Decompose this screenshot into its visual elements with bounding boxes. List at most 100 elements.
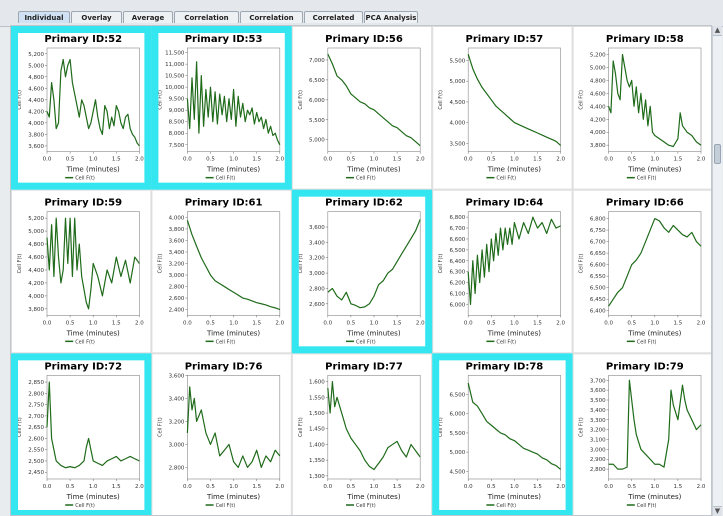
y-axis-label: Cell F(t) xyxy=(298,90,304,110)
y-tick-label: 3,400 xyxy=(169,250,185,256)
y-tick-label: 11,000 xyxy=(165,62,185,68)
legend-label: Cell F(t) xyxy=(216,339,236,345)
x-tick-label: 0.5 xyxy=(206,320,215,326)
x-tick-label: 0.0 xyxy=(464,157,473,163)
tab-individual-plots[interactable]: Individual Plots xyxy=(18,11,70,34)
y-tick-label: 4,600 xyxy=(590,91,606,97)
plot-area xyxy=(467,375,561,480)
plot-title: Primary ID:76 xyxy=(185,361,263,372)
y-tick-label: 6,450 xyxy=(590,297,606,303)
y-tick-label: 6,200 xyxy=(449,281,465,287)
y-tick-label: 4,500 xyxy=(449,469,465,475)
y-tick-label: 2,500 xyxy=(28,459,44,465)
chevron-down-icon[interactable]: ▼ xyxy=(713,506,722,516)
y-tick-label: 5,200 xyxy=(28,52,44,58)
y-axis-label: Cell F(t) xyxy=(157,90,163,110)
y-tick-label: 3,800 xyxy=(169,227,185,233)
y-tick-label: 2,800 xyxy=(169,285,185,291)
x-tick-label: 1.5 xyxy=(674,320,683,326)
y-tick-label: 1,350 xyxy=(309,458,325,464)
plot-6: Primary ID:59 3,800 4,000 4,200 4,400 4,600 4,… xyxy=(11,189,152,354)
y-tick-label: 5,200 xyxy=(28,216,44,222)
y-tick-label: 1,300 xyxy=(309,474,325,480)
tab-pca-analysis[interactable]: PCA Analysis xyxy=(364,11,418,23)
plot-7: Primary ID:61 2,400 2,600 2,800 3,000 3,200 3,… xyxy=(151,189,292,354)
y-tick-label: 7,000 xyxy=(309,58,325,64)
y-tick-label: 4,400 xyxy=(28,268,44,274)
x-tick-label: 2.0 xyxy=(135,157,144,163)
x-tick-label: 2.0 xyxy=(697,484,706,490)
tab-correlation-matrix[interactable]: Correlation Matrix xyxy=(174,11,239,34)
plot-area xyxy=(187,47,281,152)
y-tick-label: 6,600 xyxy=(449,237,465,243)
y-tick-label: 5,200 xyxy=(590,52,606,58)
plot-15: Primary ID:79 2,800 2,900 3,000 3,100 3,200 3,… xyxy=(572,353,711,515)
scroll-thumb[interactable] xyxy=(714,144,721,164)
x-tick-label: 1.5 xyxy=(112,484,121,490)
x-tick-label: 1.0 xyxy=(89,320,98,326)
y-tick-label: 10,500 xyxy=(165,74,185,80)
x-tick-label: 2.0 xyxy=(135,484,144,490)
series-line xyxy=(46,217,140,310)
x-tick-label: 2.0 xyxy=(556,320,565,326)
y-tick-label: 3,200 xyxy=(169,419,185,425)
tab-correlated-plots[interactable]: Correlated Plots xyxy=(304,11,363,34)
x-tick-label: 1.0 xyxy=(229,484,238,490)
y-tick-label: 4,000 xyxy=(169,215,185,221)
y-tick-label: 1,450 xyxy=(309,427,325,433)
plots-panel: Primary ID:52 3,600 3,800 4,000 4,200 4,400 4,… xyxy=(10,25,712,516)
y-tick-label: 4,800 xyxy=(28,242,44,248)
y-tick-label: 4,000 xyxy=(28,121,44,127)
plot-title: Primary ID:56 xyxy=(325,34,403,45)
x-tick-label: 0.5 xyxy=(66,157,75,163)
x-tick-label: 0.0 xyxy=(464,484,473,490)
plot-5: Primary ID:58 3,800 4,000 4,200 4,400 4,600 4,… xyxy=(572,26,711,190)
y-tick-label: 1,600 xyxy=(309,380,325,386)
vertical-scrollbar[interactable]: ▲ ▼ xyxy=(712,26,722,516)
y-tick-label: 8,500 xyxy=(169,120,185,126)
plot-14: Primary ID:78 4,500 5,000 5,500 6,000 6,500 0.… xyxy=(432,353,573,515)
y-axis-label: Cell F(t) xyxy=(438,417,444,437)
y-tick-label: 3,200 xyxy=(590,428,606,434)
y-tick-label: 3,100 xyxy=(590,438,606,444)
x-tick-label: 1.5 xyxy=(674,484,683,490)
plot-3: Primary ID:56 5,000 5,500 6,000 6,500 7,000 0.… xyxy=(291,26,433,190)
x-tick-label: 1.0 xyxy=(370,484,379,490)
tab-average-plot[interactable]: Average Plot xyxy=(123,11,173,34)
x-axis-label: Time (minutes) xyxy=(206,329,260,337)
y-tick-label: 5,000 xyxy=(449,450,465,456)
legend-label: Cell F(t) xyxy=(356,176,376,182)
y-tick-label: 5,000 xyxy=(449,79,465,85)
x-tick-label: 2.0 xyxy=(416,484,425,490)
tab-correlation-table[interactable]: Correlation Table xyxy=(240,11,303,34)
y-axis-label: Cell F(t) xyxy=(298,254,304,274)
y-tick-label: 2,600 xyxy=(28,436,44,442)
x-tick-label: 0.0 xyxy=(323,484,332,490)
y-tick-label: 4,600 xyxy=(28,86,44,92)
y-tick-label: 6,400 xyxy=(590,309,606,315)
chevron-up-icon[interactable]: ▲ xyxy=(713,26,722,36)
x-tick-label: 2.0 xyxy=(697,320,706,326)
y-tick-label: 3,800 xyxy=(590,143,606,149)
y-tick-label: 5,000 xyxy=(309,138,325,144)
y-tick-label: 4,000 xyxy=(28,294,44,300)
y-tick-label: 6,750 xyxy=(590,228,606,234)
y-tick-label: 3,600 xyxy=(169,373,185,379)
plot-title: Primary ID:59 xyxy=(44,198,122,209)
y-tick-label: 3,600 xyxy=(590,388,606,394)
series-line xyxy=(467,216,561,306)
y-axis-label: Cell F(t) xyxy=(17,254,23,274)
x-tick-label: 1.5 xyxy=(533,484,542,490)
y-tick-label: 3,600 xyxy=(169,238,185,244)
y-tick-label: 6,700 xyxy=(449,226,465,232)
x-tick-label: 1.5 xyxy=(252,157,261,163)
x-tick-label: 1.0 xyxy=(510,484,519,490)
y-tick-label: 1,550 xyxy=(309,395,325,401)
tab-overlay-plots[interactable]: Overlay Plots xyxy=(71,11,122,34)
plot-title: Primary ID:79 xyxy=(606,361,684,372)
legend-label: Cell F(t) xyxy=(496,176,516,182)
y-tick-label: 3,400 xyxy=(309,240,325,246)
x-axis-label: Time (minutes) xyxy=(346,329,400,337)
y-tick-label: 6,500 xyxy=(309,78,325,84)
y-tick-label: 6,800 xyxy=(449,215,465,221)
